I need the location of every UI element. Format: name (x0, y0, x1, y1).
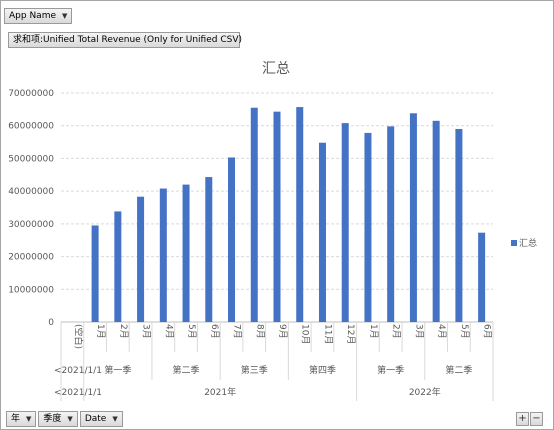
x-tick-label: 3月 (413, 324, 424, 339)
expand-collapse-controls: + − (516, 406, 544, 426)
dropdown-arrow-icon: ▼ (26, 415, 32, 423)
quarter-label: 第二季 (445, 364, 472, 376)
bar (137, 196, 145, 322)
bar (318, 142, 326, 322)
bars (91, 107, 486, 323)
y-tick-label: 70000000 (8, 89, 54, 99)
quarter-label: 第一季 (377, 364, 404, 376)
x-tick-label: 10月 (300, 324, 311, 344)
bar (341, 123, 349, 323)
legend-swatch (511, 240, 517, 246)
bar (182, 184, 190, 322)
y-tick-label: 60000000 (8, 122, 54, 132)
bar (159, 188, 167, 322)
collapse-button[interactable]: − (530, 412, 543, 426)
x-tick-label: 6月 (482, 324, 493, 339)
quarter-label: 第一季 (104, 364, 131, 376)
year-label: 2022年 (409, 386, 441, 398)
y-tick-label: 50000000 (8, 154, 54, 164)
bar (228, 157, 236, 322)
axis-field-buttons: 年 ▼ 季度 ▼ Date ▼ (6, 406, 125, 427)
x-tick-label: 3月 (141, 324, 152, 339)
quarter-label: 第二季 (173, 364, 200, 376)
year-label: <2021/1/1 (54, 388, 102, 398)
bar (387, 126, 395, 323)
x-tick-label: 12月 (345, 324, 356, 344)
y-tick-label: 40000000 (8, 187, 54, 197)
legend: 汇总 (511, 237, 537, 249)
year-label: 2021年 (204, 386, 236, 398)
x-tick-label: 4月 (163, 324, 174, 339)
expand-button[interactable]: + (516, 412, 529, 426)
bar (432, 120, 440, 322)
x-tick-label: 11月 (322, 324, 333, 344)
x-tick-label: 5月 (459, 324, 470, 339)
date-field-button[interactable]: Date ▼ (79, 411, 123, 427)
quarter-label: <2021/1/1 (54, 366, 102, 376)
bar (409, 113, 417, 322)
bar (296, 107, 304, 323)
chart-title: 汇总 (262, 61, 290, 77)
x-tick-label: 2月 (118, 324, 129, 339)
app-name-field-button[interactable]: App Name ▼ (4, 8, 73, 24)
x-tick-label: 2月 (391, 324, 402, 339)
bar (455, 128, 463, 322)
y-tick-label: 10000000 (8, 285, 54, 295)
dropdown-arrow-icon: ▼ (67, 415, 73, 423)
x-tick-label: 7月 (232, 324, 243, 339)
bar (114, 211, 122, 322)
x-tick-label: 9月 (277, 324, 288, 339)
x-tick-label: 8月 (254, 324, 265, 339)
x-tick-label: (空白) (72, 324, 84, 349)
y-tick-label: 30000000 (8, 220, 54, 230)
y-tick-label: 20000000 (8, 253, 54, 263)
legend-label: 汇总 (519, 237, 537, 249)
dropdown-arrow-icon: ▼ (112, 415, 118, 423)
app-name-field-label: App Name (9, 11, 56, 21)
x-tick-label: 6月 (209, 324, 220, 339)
x-tick-label: 4月 (436, 324, 447, 339)
bar (91, 225, 99, 322)
quarter-label: 第四季 (309, 364, 336, 376)
quarter-field-label: 季度 (43, 414, 62, 424)
year-field-label: 年 (11, 414, 21, 424)
bar (478, 232, 486, 322)
year-field-button[interactable]: 年 ▼ (6, 411, 37, 427)
bar (364, 132, 372, 322)
date-field-label: Date (84, 414, 107, 424)
x-tick-label: 1月 (95, 324, 106, 339)
dropdown-arrow-icon: ▼ (62, 12, 68, 20)
bar (250, 107, 258, 322)
bar (273, 111, 281, 322)
bar (205, 177, 213, 322)
y-tick-label: 0 (48, 318, 54, 328)
x-tick-label: 5月 (186, 324, 197, 339)
value-field-label: 求和项:Unified Total Revenue (Only for Unif… (13, 35, 242, 45)
x-tick-label: 1月 (368, 324, 379, 339)
quarter-field-button[interactable]: 季度 ▼ (38, 411, 78, 427)
value-field-button[interactable]: 求和项:Unified Total Revenue (Only for Unif… (8, 32, 242, 48)
quarter-label: 第三季 (241, 364, 268, 376)
axes: 0 10000000 20000000 30000000 40000000 5000000… (8, 89, 494, 401)
